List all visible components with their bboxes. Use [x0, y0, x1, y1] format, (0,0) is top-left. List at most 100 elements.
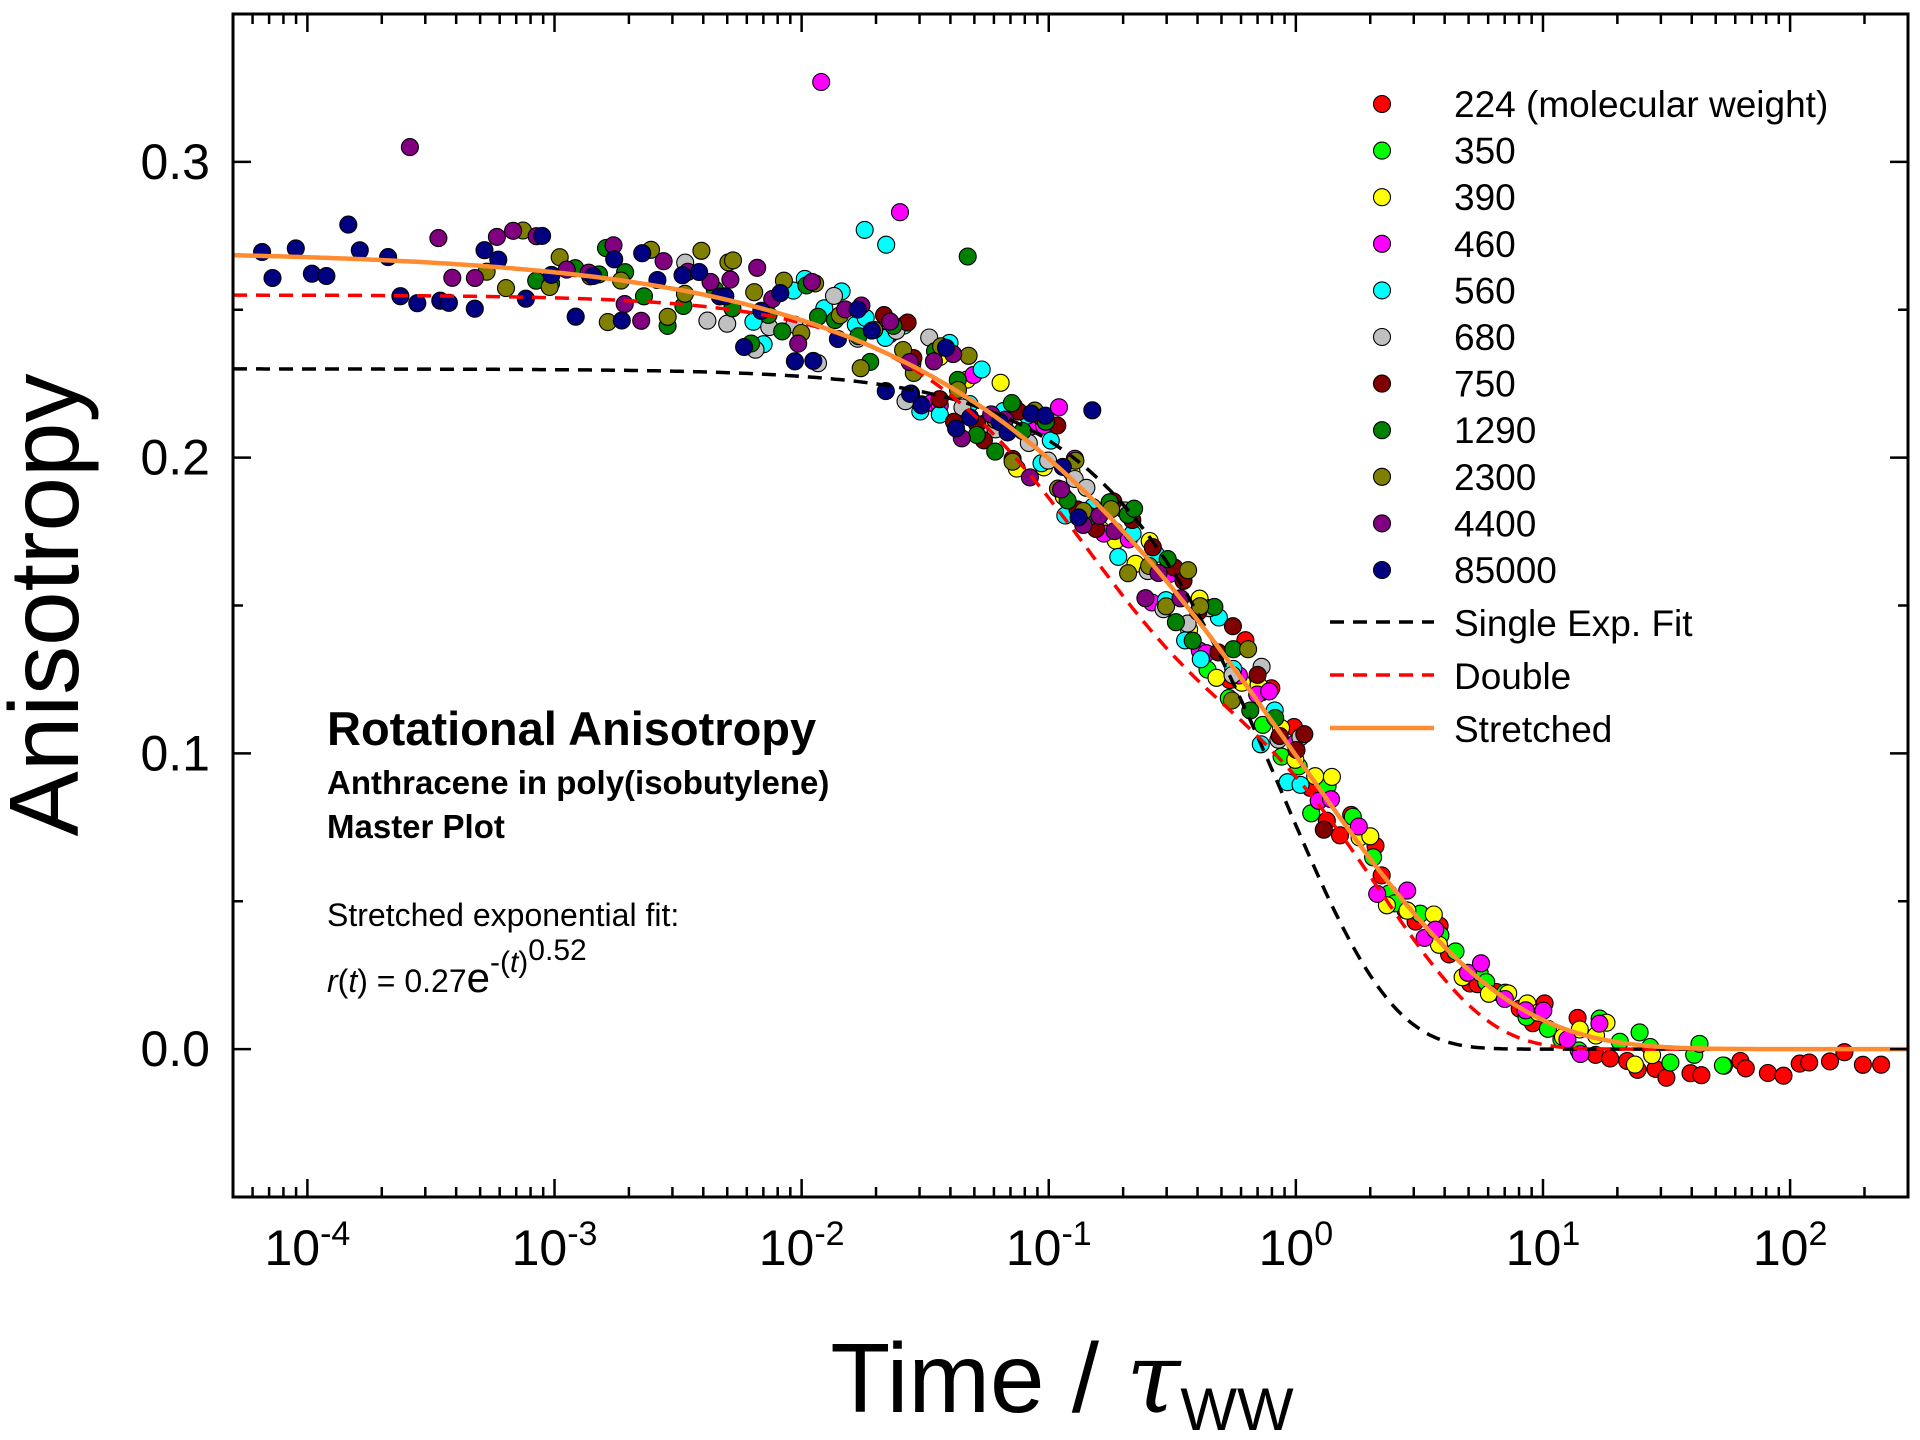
data-point-4400	[400, 138, 419, 157]
data-point-460	[890, 203, 910, 222]
data-point-85000	[735, 337, 754, 357]
data-point-560	[972, 360, 991, 379]
legend-label: Single Exp. Fit	[1454, 603, 1693, 644]
data-point-460	[1260, 682, 1279, 701]
x-tick-label: 10-3	[512, 1215, 598, 1276]
data-point-2300	[851, 359, 870, 378]
y-tick-label: 0.3	[140, 134, 210, 190]
x-tick-label-exponent: 0	[1314, 1215, 1333, 1253]
data-point-85000	[912, 396, 931, 415]
annotation-title: Rotational Anisotropy	[327, 702, 816, 755]
data-point-2300	[496, 279, 516, 298]
eq-power: 0.52	[528, 934, 586, 967]
eq-r: r	[327, 963, 339, 999]
x-tick-label-exponent: -3	[567, 1215, 597, 1253]
data-point-750	[1314, 820, 1333, 839]
fit-curve-double	[233, 293, 1908, 1051]
data-point-1290	[1166, 613, 1185, 632]
data-point-4400	[465, 268, 484, 288]
legend-marker	[1372, 234, 1392, 253]
legend-marker	[1372, 94, 1392, 114]
data-point-390	[1424, 905, 1443, 924]
data-point-680	[698, 311, 717, 330]
x-tick-label-exponent: -2	[814, 1215, 844, 1253]
data-point-85000	[612, 311, 631, 330]
legend-label: 224 (molecular weight)	[1454, 84, 1828, 125]
data-point-680	[718, 314, 737, 333]
data-point-2300	[745, 283, 764, 302]
data-point-390	[1361, 827, 1380, 846]
eq-equals: =	[368, 963, 404, 999]
data-point-4400	[654, 252, 673, 271]
legend-marker	[1372, 327, 1392, 347]
data-point-85000	[465, 299, 484, 318]
legend-label: 460	[1454, 224, 1516, 265]
data-point-4400	[443, 268, 462, 287]
data-point-750	[1295, 725, 1314, 744]
legend-label: 2300	[1454, 457, 1536, 498]
x-tick-label-base: 10	[1006, 1220, 1062, 1276]
data-point-85000	[690, 262, 709, 282]
data-point-1290	[986, 442, 1005, 461]
legend-marker	[1372, 188, 1392, 207]
data-point-1290	[958, 247, 977, 266]
data-point-460	[1471, 954, 1491, 973]
data-point-390	[991, 373, 1010, 392]
data-point-1290	[1002, 394, 1021, 413]
legend-label: 390	[1454, 177, 1516, 218]
x-axis-title-subscript: WW	[1180, 1376, 1294, 1435]
data-point-85000	[1069, 508, 1088, 527]
data-point-460	[1590, 1014, 1609, 1033]
fit-equation: r(t) = 0.27e-(t)0.52	[327, 934, 587, 1001]
data-point-460	[812, 72, 831, 92]
x-tick-label-exponent: 2	[1808, 1215, 1827, 1253]
data-point-1290	[967, 425, 986, 445]
legend-marker	[1372, 421, 1392, 440]
data-point-460	[1349, 817, 1368, 836]
data-point-224	[1692, 1066, 1711, 1085]
data-point-224	[1872, 1055, 1891, 1074]
legend-marker	[1372, 514, 1392, 533]
data-point-2300	[1179, 561, 1198, 580]
legend-label: 750	[1454, 364, 1516, 405]
eq-coef: 0.27	[404, 963, 466, 999]
data-point-85000	[804, 351, 823, 370]
x-tick-label-base: 10	[512, 1220, 568, 1276]
x-tick-label: 102	[1753, 1215, 1828, 1276]
annotation: Rotational Anisotropy Anthracene in poly…	[327, 702, 829, 1001]
legend: 224 (molecular weight) 350 390 460 560 680 750…	[1330, 84, 1828, 750]
legend-label: 680	[1454, 317, 1516, 358]
annotation-subtitle-2: Master Plot	[327, 808, 505, 845]
legend-label: 85000	[1454, 550, 1557, 591]
annotation-subtitle-1: Anthracene in poly(isobutylene)	[327, 764, 829, 801]
eq-e: e	[467, 954, 490, 1001]
data-point-350	[1713, 1056, 1732, 1075]
data-point-85000	[605, 250, 624, 269]
data-point-560	[877, 235, 896, 254]
y-tick-label: 0.0	[140, 1021, 210, 1077]
y-tick-label: 0.2	[140, 430, 210, 486]
data-point-224	[1657, 1068, 1676, 1087]
data-point-4400	[615, 295, 634, 314]
x-tick-label-base: 10	[264, 1220, 320, 1276]
data-point-560	[855, 220, 874, 239]
eq-paren-close: )	[357, 963, 368, 999]
data-point-85000	[286, 239, 305, 258]
data-point-350	[1630, 1023, 1649, 1042]
data-point-390	[1625, 1055, 1644, 1074]
data-point-460	[1398, 881, 1417, 900]
data-point-2300	[1119, 564, 1138, 583]
data-point-2300	[723, 251, 743, 270]
data-point-224	[1835, 1043, 1854, 1062]
data-point-560	[1109, 547, 1128, 566]
data-point-224	[1736, 1059, 1755, 1078]
x-tick-label-base: 10	[759, 1220, 815, 1276]
legend-marker	[1372, 374, 1392, 393]
data-point-85000	[771, 284, 790, 303]
data-point-4400	[429, 229, 448, 248]
data-point-224	[1774, 1066, 1793, 1085]
data-point-85000	[633, 244, 652, 263]
axis-titles: Time / τWW Anisotropy	[0, 373, 1294, 1440]
